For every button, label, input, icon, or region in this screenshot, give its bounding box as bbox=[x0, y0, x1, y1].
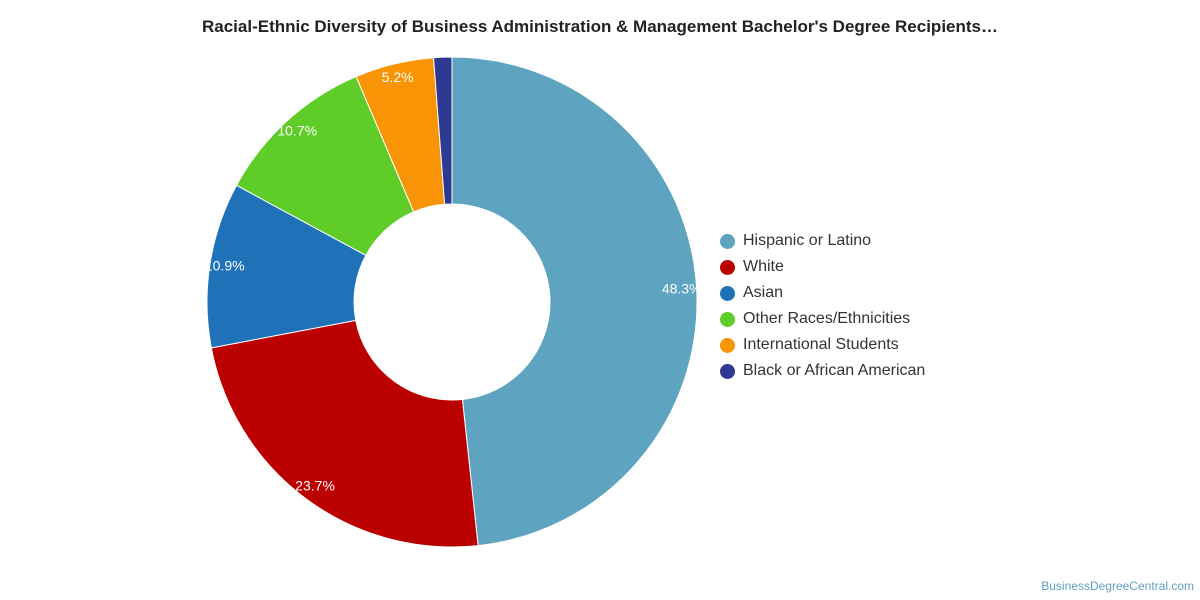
slice-label-hispanic-or-latino: 48.3% bbox=[662, 280, 702, 296]
chart-legend: Hispanic or Latino White Asian Other Races/… bbox=[720, 228, 925, 384]
slice-label-international-students: 5.2% bbox=[382, 69, 414, 85]
chart-title: Racial-Ethnic Diversity of Business Admi… bbox=[201, 17, 998, 36]
legend-swatch-icon bbox=[720, 337, 735, 353]
legend-label: Other Races/Ethnicities bbox=[743, 310, 911, 327]
legend-item-other-races-ethnicities[interactable]: Other Races/Ethnicities bbox=[720, 306, 925, 332]
slice-label-other-races-ethnicities: 10.7% bbox=[277, 123, 317, 139]
legend-swatch-icon bbox=[720, 285, 735, 301]
legend-item-international-students[interactable]: International Students bbox=[720, 332, 925, 358]
slice-label-asian: 10.9% bbox=[205, 257, 245, 273]
slice-other-races-ethnicities[interactable] bbox=[235, 75, 415, 257]
legend-label: Black or African American bbox=[743, 362, 926, 379]
source-credit[interactable]: BusinessDegreeCentral.com bbox=[1041, 579, 1194, 593]
slice-label-white: 23.7% bbox=[295, 477, 335, 493]
legend-swatch-icon bbox=[720, 233, 735, 249]
legend-label: International Students bbox=[743, 336, 899, 353]
legend-swatch-icon bbox=[720, 363, 735, 379]
legend-item-hispanic-or-latino[interactable]: Hispanic or Latino bbox=[720, 228, 925, 254]
slice-white[interactable] bbox=[210, 319, 479, 548]
legend-label: Hispanic or Latino bbox=[743, 232, 872, 249]
legend-item-black-or-african-american[interactable]: Black or African American bbox=[720, 358, 925, 384]
legend-swatch-icon bbox=[720, 259, 735, 275]
slice-hispanic-or-latino[interactable] bbox=[451, 56, 698, 547]
legend-item-asian[interactable]: Asian bbox=[720, 280, 925, 306]
legend-label: Asian bbox=[743, 284, 784, 301]
legend-swatch-icon bbox=[720, 311, 735, 327]
slice-black-or-african-american[interactable] bbox=[433, 56, 453, 205]
legend-label: White bbox=[743, 258, 784, 275]
legend-item-white[interactable]: White bbox=[720, 254, 925, 280]
